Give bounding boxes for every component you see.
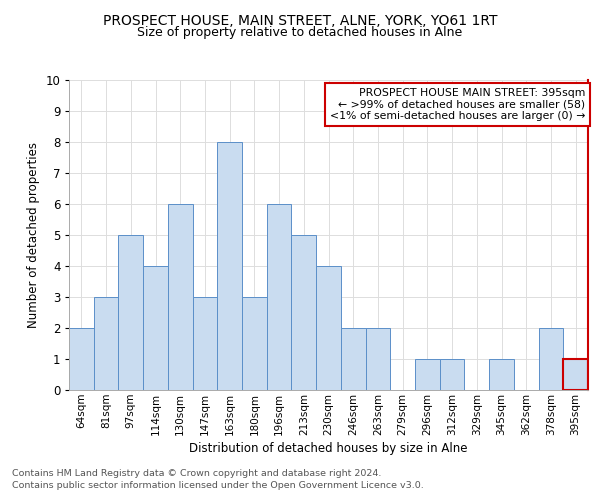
Bar [69,328,94,390]
Bar [118,235,143,390]
Bar [292,235,316,390]
Bar [193,297,217,390]
Bar [341,328,365,390]
Bar [365,328,390,390]
Text: PROSPECT HOUSE, MAIN STREET, ALNE, YORK, YO61 1RT: PROSPECT HOUSE, MAIN STREET, ALNE, YORK,… [103,14,497,28]
Bar [168,204,193,390]
Bar [415,359,440,390]
Text: Size of property relative to detached houses in Alne: Size of property relative to detached ho… [137,26,463,39]
Bar [563,359,588,390]
Bar [440,359,464,390]
Bar [242,297,267,390]
Y-axis label: Number of detached properties: Number of detached properties [27,142,40,328]
Bar [316,266,341,390]
Bar [143,266,168,390]
Text: Contains public sector information licensed under the Open Government Licence v3: Contains public sector information licen… [12,481,424,490]
Bar [489,359,514,390]
Text: Contains HM Land Registry data © Crown copyright and database right 2024.: Contains HM Land Registry data © Crown c… [12,468,382,477]
Bar [94,297,118,390]
Text: PROSPECT HOUSE MAIN STREET: 395sqm
← >99% of detached houses are smaller (58)
<1: PROSPECT HOUSE MAIN STREET: 395sqm ← >99… [330,88,586,121]
X-axis label: Distribution of detached houses by size in Alne: Distribution of detached houses by size … [189,442,468,455]
Bar [267,204,292,390]
Bar [539,328,563,390]
Bar [217,142,242,390]
